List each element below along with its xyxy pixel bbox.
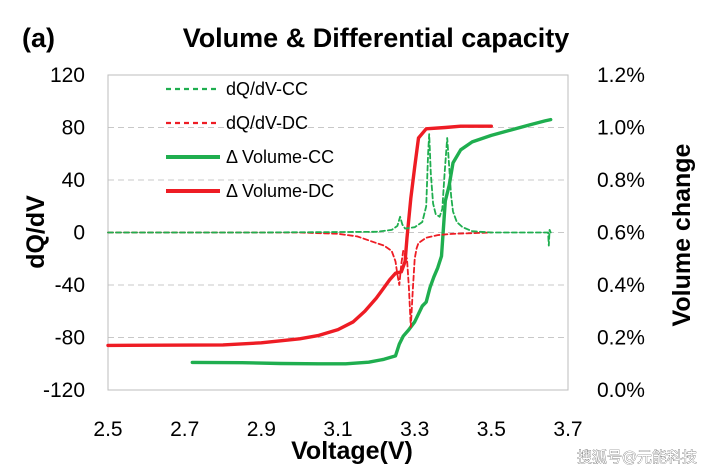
x-tick-label: 3.7: [553, 418, 582, 441]
y-tick-label: 120: [50, 64, 85, 87]
y-tick-labels: 120 80 40 0 -40 -80 -120: [43, 64, 85, 402]
y-tick-label: -120: [43, 379, 85, 402]
x-tick-label: 2.9: [247, 418, 276, 441]
chart-title: Volume & Differential capacity: [183, 23, 570, 53]
series-layer: [106, 117, 553, 366]
y2-axis-label: Volume change: [668, 143, 696, 326]
watermark-text: 搜狐号@元能科技: [577, 448, 697, 466]
y-tick-label: -80: [55, 327, 85, 350]
y2-tick-label: 0.4%: [597, 274, 645, 297]
legend-label-dqdv-dc: dQ/dV-DC: [226, 113, 308, 133]
x-tick-label: 3.5: [477, 418, 506, 441]
y2-tick-labels: 1.2% 1.0% 0.8% 0.6% 0.4% 0.2% 0.0%: [597, 64, 645, 402]
y2-tick-label: 0.2%: [597, 327, 645, 350]
x-tick-label: 3.1: [323, 418, 352, 441]
panel-label: (a): [22, 23, 55, 53]
legend: dQ/dV-CC dQ/dV-DC Δ Volume-CC Δ Volume-D…: [166, 79, 334, 201]
y2-tick-label: 1.0%: [597, 117, 645, 140]
series-line-volume-dc: [106, 124, 493, 348]
x-tick-label: 2.5: [93, 418, 122, 441]
y-tick-label: 80: [62, 117, 85, 140]
series-line-dq-dv-dc: [107, 231, 493, 328]
x-tick-labels: 2.5 2.7 2.9 3.1 3.3 3.5 3.7: [93, 418, 582, 441]
y2-tick-label: 1.2%: [597, 64, 645, 87]
y-axis-label: dQ/dV: [22, 195, 50, 269]
y2-tick-label: 0.8%: [597, 169, 645, 192]
y2-tick-label: 0.6%: [597, 222, 645, 245]
series-line-volume-cc: [190, 117, 553, 366]
x-tick-label: 3.3: [400, 418, 429, 441]
legend-label-volume-cc: Δ Volume-CC: [226, 147, 334, 167]
x-axis-label: Voltage(V): [291, 437, 413, 465]
legend-label-volume-dc: Δ Volume-DC: [226, 181, 334, 201]
y-tick-label: 0: [73, 222, 85, 245]
y2-tick-label: 0.0%: [597, 379, 645, 402]
legend-label-dqdv-cc: dQ/dV-CC: [226, 79, 308, 99]
y-tick-label: -40: [55, 274, 85, 297]
y-tick-label: 40: [62, 169, 85, 192]
series-line-dq-dv-cc: [107, 133, 552, 247]
x-tick-label: 2.7: [170, 418, 199, 441]
